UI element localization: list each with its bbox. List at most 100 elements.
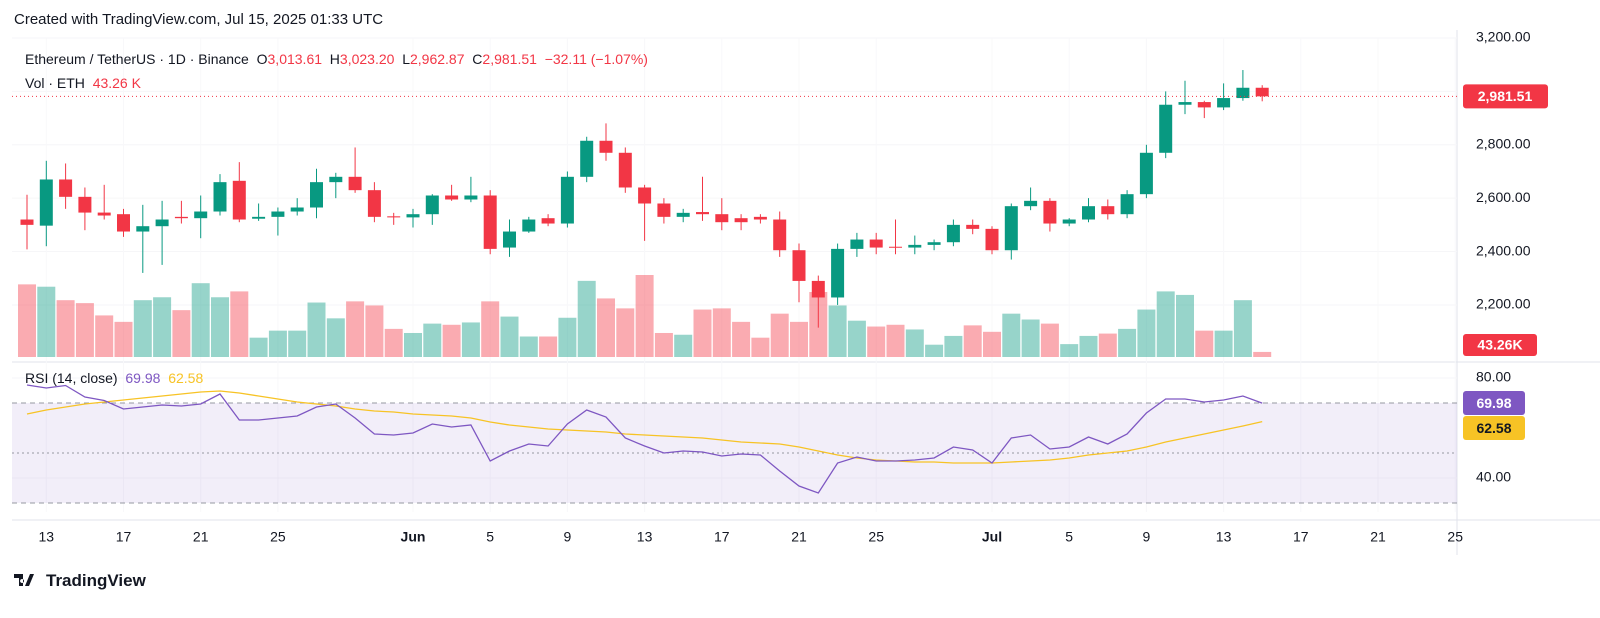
y-tick-label: 2,400.00 — [1476, 242, 1531, 258]
rsi-tick-label: 80.00 — [1476, 369, 1511, 385]
volume-bar — [1021, 319, 1040, 357]
volume-bar — [751, 337, 770, 357]
volume-name: Vol · ETH — [25, 75, 85, 91]
candle-body — [271, 211, 285, 217]
candle-body — [425, 195, 439, 215]
candle-body — [367, 190, 381, 217]
volume-bar — [1233, 300, 1252, 357]
x-tick-label: 25 — [1447, 529, 1463, 545]
volume-bar — [790, 321, 808, 357]
candle-body — [20, 219, 34, 225]
rsi-last-label: 69.98 — [1476, 395, 1511, 411]
volume-bar — [346, 301, 365, 357]
candle-body — [811, 280, 825, 298]
volume-bar — [539, 336, 558, 357]
candle-body — [541, 218, 555, 224]
volume-bar — [37, 286, 56, 357]
volume-bar — [635, 275, 654, 357]
rsi-line — [26, 384, 1263, 494]
ohlc-prefix: H — [329, 51, 340, 67]
rsi-ma-value: 62.58 — [168, 370, 204, 386]
volume-bar — [905, 329, 924, 357]
candle-body — [792, 250, 806, 281]
candle-body — [213, 182, 227, 212]
candle-body — [290, 207, 304, 212]
volume-legend: Vol · ETH 43.26 K — [25, 75, 141, 91]
volume-bar — [288, 330, 307, 357]
candle-body — [117, 214, 130, 232]
candle-body — [406, 214, 420, 218]
candle-body — [522, 219, 536, 232]
candle-body — [387, 216, 401, 218]
candle-body — [464, 195, 478, 200]
header: Created with TradingView.com, Jul 15, 20… — [14, 11, 384, 28]
volume-bar — [249, 337, 268, 357]
volume-bar — [770, 313, 789, 357]
candle-body — [580, 140, 594, 177]
x-tick-label: 25 — [868, 529, 884, 545]
candle-body — [985, 228, 999, 251]
close-value: 2,981.51 — [482, 51, 537, 67]
volume-bar — [1214, 330, 1233, 357]
candle-body — [310, 182, 323, 208]
x-tick-label: 25 — [270, 529, 286, 545]
volume-bar — [925, 344, 944, 357]
candle-body — [560, 176, 574, 224]
volume-bar — [268, 330, 287, 357]
volume-bar — [442, 324, 461, 357]
rsi-value: 69.98 — [125, 370, 161, 386]
candle-body — [1139, 152, 1153, 195]
volume-bar — [461, 322, 480, 357]
candle-body — [155, 219, 169, 227]
candle-body — [1197, 102, 1211, 108]
volume-bar — [56, 300, 75, 357]
candle-body — [39, 179, 53, 226]
last-price-label: 2,981.51 — [1478, 88, 1533, 104]
volume-bar — [172, 310, 191, 357]
volume-bar — [983, 331, 1001, 357]
volume-bar — [423, 323, 442, 357]
volume-bar — [230, 291, 249, 357]
volume-bar — [307, 302, 326, 357]
candle-body — [696, 212, 709, 215]
volume-bar — [191, 283, 210, 357]
candle-body — [232, 180, 246, 220]
volume-bar — [95, 315, 114, 357]
y-tick-label: 3,200.00 — [1476, 29, 1531, 45]
volume-bar — [577, 280, 596, 357]
logo — [14, 574, 34, 586]
y-tick-label: 2,800.00 — [1476, 135, 1531, 151]
volume-bar — [828, 305, 847, 357]
candle-body — [734, 218, 748, 223]
volume-bar — [153, 297, 172, 357]
y-tick-label: 2,600.00 — [1476, 189, 1531, 205]
candle-body — [1159, 104, 1173, 153]
rsi-ma-last-label: 62.58 — [1476, 420, 1511, 436]
candle-body — [618, 152, 632, 188]
volume-bar — [674, 334, 693, 357]
volume-bar — [481, 301, 500, 357]
volume-bar — [211, 297, 229, 357]
volume-bar — [114, 321, 133, 357]
volume-bar — [404, 332, 422, 357]
x-tick-label: 17 — [714, 529, 730, 545]
candle-body — [59, 179, 73, 197]
x-tick-label: Jul — [982, 529, 1002, 545]
candle-body — [174, 216, 188, 219]
candle-body — [1062, 219, 1076, 224]
candle-body — [445, 195, 459, 200]
candle-body — [1255, 87, 1269, 97]
volume-bar — [654, 332, 673, 357]
high-value: 3,023.20 — [339, 51, 395, 67]
x-tick-label: 9 — [564, 529, 572, 545]
rsi-legend: RSI (14, close) 69.98 62.58 — [25, 370, 203, 386]
candle-body — [657, 203, 671, 217]
candle-body — [503, 231, 516, 248]
volume-bar — [384, 328, 403, 357]
x-tick-label: 13 — [39, 529, 55, 545]
candle-body — [638, 187, 652, 204]
volume-bar — [616, 308, 635, 357]
candle-body — [753, 216, 767, 220]
rsi-tick-label: 40.00 — [1476, 469, 1511, 485]
